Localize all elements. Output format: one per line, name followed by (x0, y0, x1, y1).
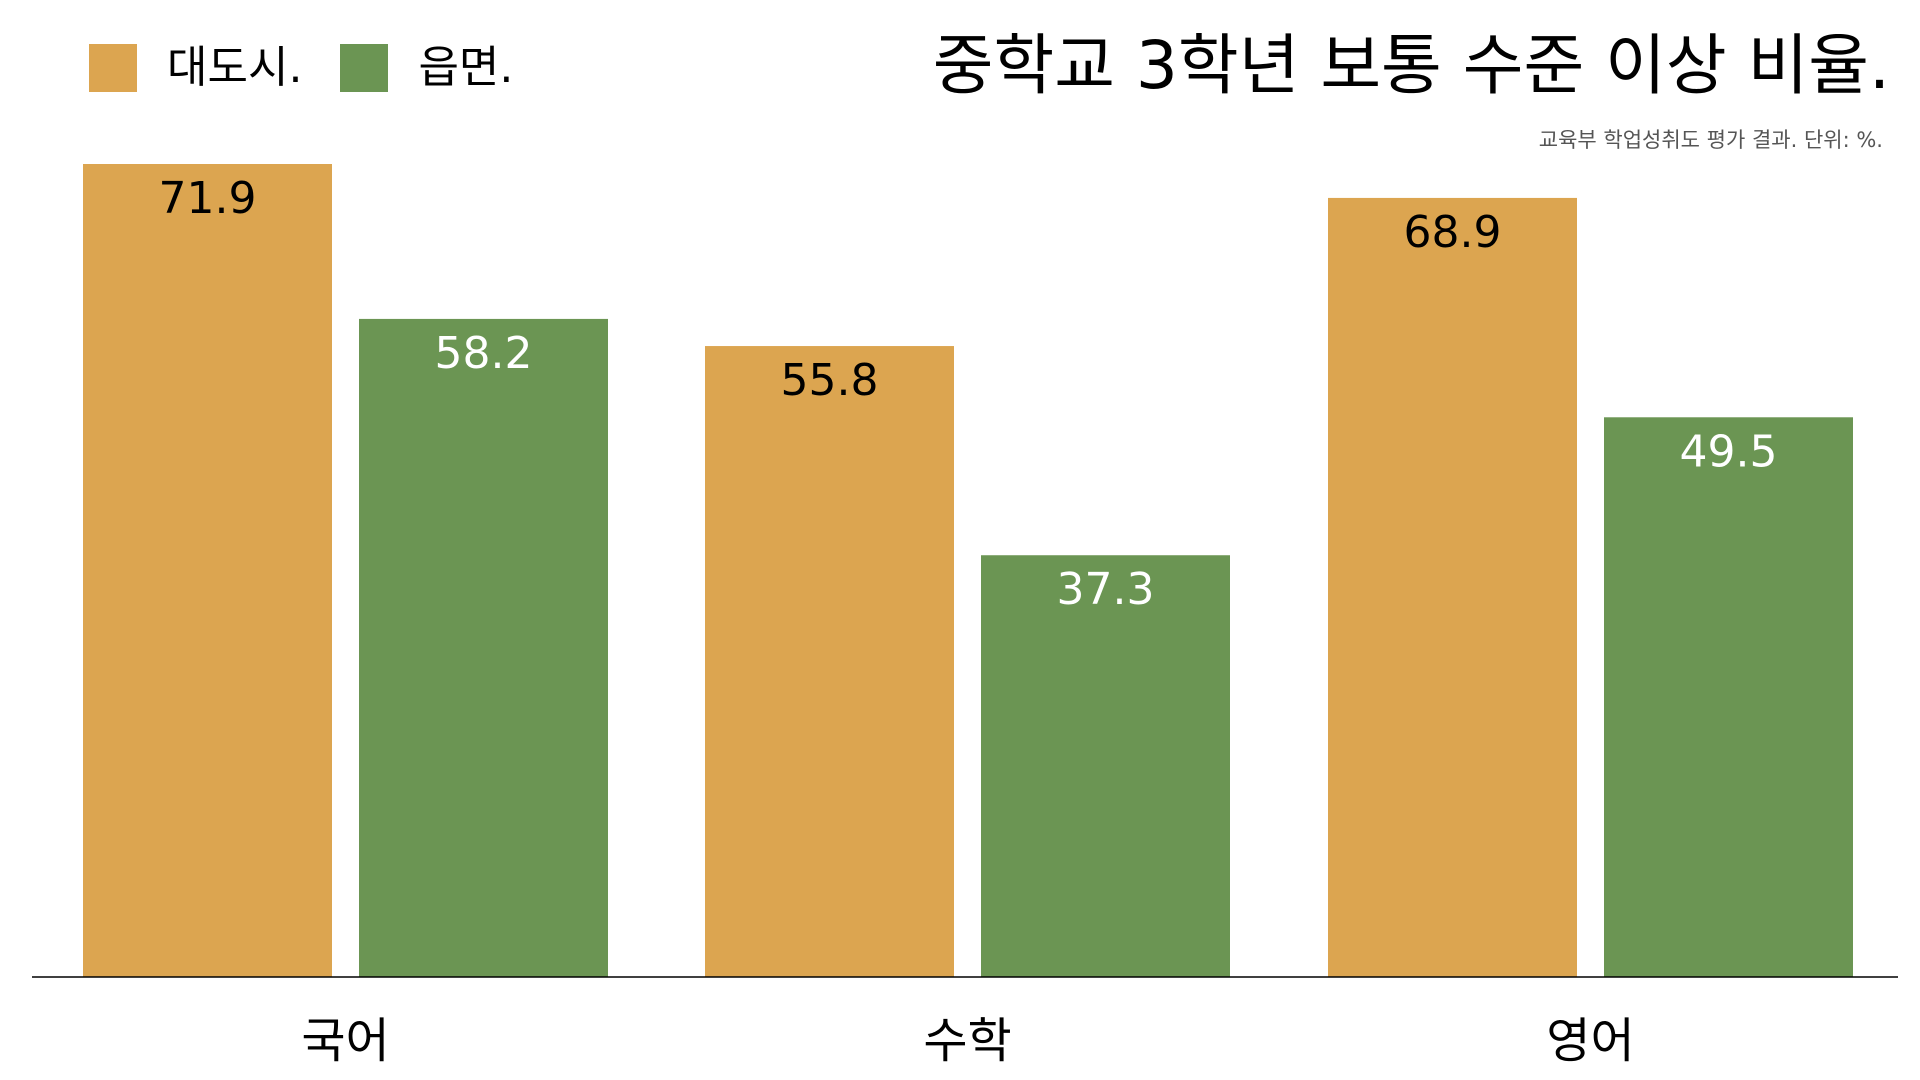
bar-rural-2 (1604, 417, 1853, 977)
legend-label-metro: 대도시. (167, 42, 303, 93)
bar-metro-1 (705, 346, 954, 977)
data-label-rural-1: 37.3 (1057, 564, 1155, 615)
data-label-metro-2: 68.9 (1404, 207, 1502, 258)
bar-rural-0 (359, 318, 608, 977)
x-tick-label-0: 국어 (301, 1013, 389, 1069)
legend-item-rural: 읍면. (340, 44, 513, 92)
legend-swatch-metro (89, 44, 137, 92)
data-label-metro-0: 71.9 (159, 173, 257, 224)
data-label-rural-2: 49.5 (1680, 426, 1778, 477)
x-tick-label-1: 수학 (923, 1013, 1011, 1069)
chart-title: 중학교 3학년 보통 수준 이상 비율. (932, 27, 1890, 104)
bar-metro-2 (1328, 197, 1577, 977)
chart-subtitle: 교육부 학업성취도 평가 결과. 단위: %. (1538, 128, 1883, 152)
x-tick-label-2: 영어 (1546, 1013, 1634, 1069)
data-label-rural-0: 58.2 (435, 328, 533, 379)
bar-rural-1 (981, 555, 1230, 977)
legend-swatch-rural (340, 44, 389, 92)
legend-label-rural: 읍면. (418, 42, 514, 93)
legend: 대도시. 읍면. (89, 44, 551, 92)
data-label-metro-1: 55.8 (781, 355, 879, 406)
bar-metro-0 (83, 164, 332, 977)
legend-item-metro: 대도시. (89, 44, 302, 92)
